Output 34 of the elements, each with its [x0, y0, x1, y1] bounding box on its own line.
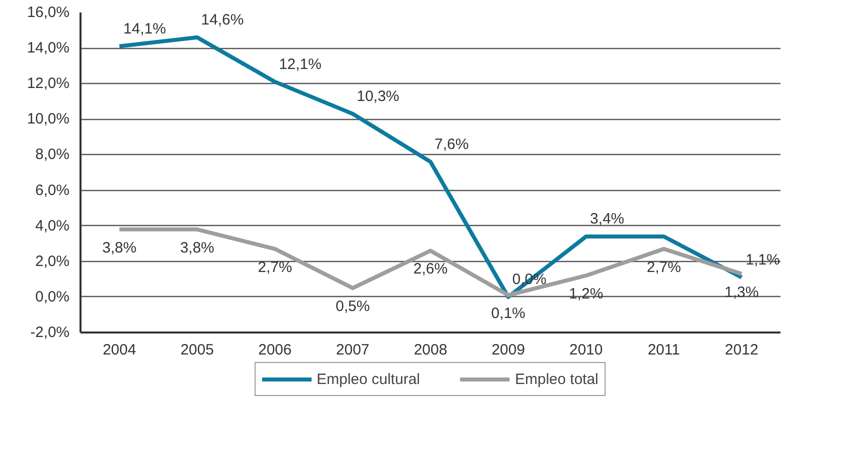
- y-tick-label: 8,0%: [35, 146, 70, 164]
- x-tick-label: 2010: [569, 342, 603, 358]
- data-label: 7,6%: [434, 136, 469, 153]
- data-label: 12,1%: [278, 56, 322, 73]
- data-label: 2,7%: [258, 258, 292, 276]
- data-label: 3,4%: [590, 210, 624, 228]
- x-tick-label: 2009: [492, 342, 525, 358]
- data-label: 14,6%: [201, 11, 244, 28]
- legend-label: Empleo total: [515, 370, 598, 388]
- data-label: 3,8%: [102, 239, 136, 256]
- data-label: 14,1%: [123, 20, 166, 38]
- x-tick-label: 2008: [414, 342, 448, 358]
- y-tick-label: 0,0%: [35, 288, 70, 306]
- x-tick-label: 2012: [724, 342, 758, 358]
- data-label: 0,1%: [491, 305, 526, 322]
- data-label: 10,3%: [356, 88, 400, 105]
- y-tick-label: 16,0%: [26, 4, 70, 21]
- x-tick-label: 2005: [180, 342, 214, 358]
- y-tick-label: -2,0%: [30, 324, 70, 341]
- data-label: 2,7%: [646, 258, 681, 276]
- data-label: 3,8%: [180, 239, 214, 256]
- y-tick-label: 12,0%: [26, 75, 70, 92]
- y-tick-label: 6,0%: [35, 182, 70, 199]
- x-tick-label: 2011: [648, 342, 680, 358]
- x-tick-label: 2006: [258, 342, 292, 358]
- y-tick-label: 4,0%: [35, 217, 70, 234]
- data-label: 2,6%: [413, 260, 448, 278]
- legend-label: Empleo cultural: [316, 370, 420, 388]
- y-tick-label: 10,0%: [26, 110, 70, 128]
- x-tick-label: 2004: [102, 342, 136, 358]
- y-tick-label: 2,0%: [35, 252, 70, 270]
- data-label: 0,5%: [336, 298, 370, 316]
- x-tick-label: 2007: [336, 342, 370, 358]
- y-tick-label: 14,0%: [26, 40, 70, 57]
